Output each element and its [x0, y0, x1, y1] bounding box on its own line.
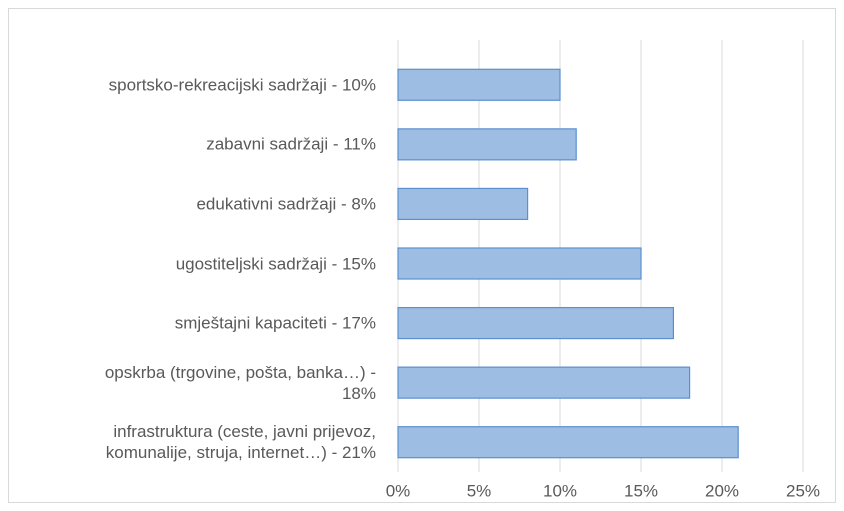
y-tick-label: infrastruktura (ceste, javni prijevoz, k…	[105, 422, 376, 463]
bar	[397, 247, 642, 280]
x-tick-label: 20%	[705, 481, 739, 500]
y-tick-label: sportsko-rekreacijski sadržaji - 10%	[108, 75, 376, 95]
x-tick-label: 25%	[786, 481, 820, 500]
y-tick-label: ugostiteljski sadržaji - 15%	[175, 254, 376, 273]
x-tick-label: 15%	[624, 481, 658, 500]
bar	[397, 426, 739, 459]
x-tick-label: 5%	[467, 481, 492, 500]
bar	[397, 306, 674, 340]
x-tick-label: 10%	[543, 481, 577, 500]
bar	[397, 187, 529, 221]
y-tick-label: edukativni sadržaji - 8%	[196, 194, 376, 214]
y-tick-label: opskrba (trgovine, pošta, banka…) - 18%	[104, 362, 376, 403]
x-tick-label: 0%	[386, 481, 411, 500]
bar	[397, 366, 691, 399]
bar	[397, 68, 561, 101]
bar	[397, 128, 577, 161]
y-tick-label: zabavni sadržaji - 11%	[206, 134, 376, 154]
chart-border	[8, 8, 836, 503]
y-tick-label: smještajni kapaciteti - 17%	[174, 313, 376, 333]
